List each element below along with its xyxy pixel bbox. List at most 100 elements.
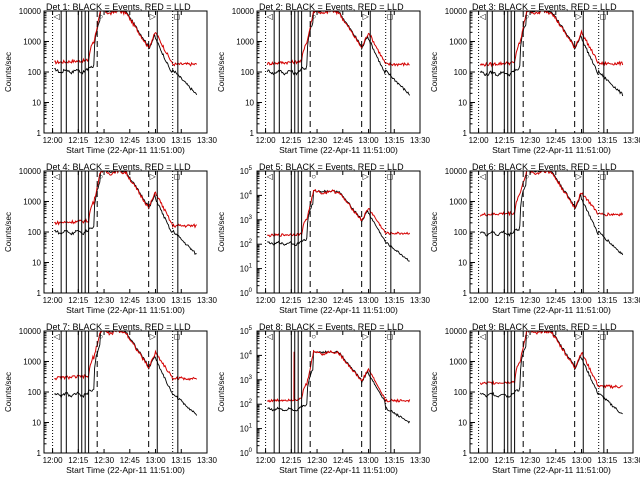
x-tick-label: 12:45	[546, 136, 567, 145]
x-tick-label: 13:15	[597, 296, 618, 305]
panel-title: Det 8: BLACK = Events, RED = LLD	[259, 322, 404, 332]
y-axis-label: Counts/sec	[430, 372, 439, 412]
x-tick-label: 12:30	[94, 136, 115, 145]
plot-frame	[256, 170, 421, 294]
x-axis-label: Start Time (22-Apr-11 11:51:00)	[279, 465, 398, 475]
y-axis-label: Counts/sec	[217, 372, 226, 412]
y-tick-label: 10	[32, 419, 41, 428]
panel-title: Det 5: BLACK = Events, RED = LLD	[259, 162, 404, 172]
detector-panel-1: Det 1: BLACK = Events, RED = LLD◁ ○ ▷ ◻ 12:0…	[4, 2, 218, 155]
y-tick-label: 10000	[445, 7, 468, 16]
y-tick-label: 102	[240, 239, 253, 249]
y-tick-label: 1	[37, 129, 42, 138]
top-marker-symbol: ◁	[267, 12, 274, 21]
y-tick-label: 10000	[19, 327, 42, 336]
x-tick-label: 13:00	[572, 136, 593, 145]
y-tick-label: 1	[250, 129, 255, 138]
top-marker-symbol: ◻	[600, 12, 607, 21]
x-tick-label: 12:30	[520, 456, 541, 465]
y-tick-label: 100	[241, 68, 255, 77]
x-tick-label: 12:45	[120, 296, 141, 305]
x-tick-label: 12:15	[68, 456, 89, 465]
top-marker-symbol: ▷	[150, 12, 157, 21]
y-tick-label: 1	[37, 289, 42, 298]
x-tick-label: 12:30	[520, 296, 541, 305]
top-marker-symbol: ○	[98, 12, 103, 21]
y-tick-label: 1	[463, 129, 468, 138]
x-tick-label: 12:45	[120, 136, 141, 145]
detector-panel-6: Det 6: BLACK = Events, RED = LLD◁ ○ ▷ ◻ 12:0…	[430, 162, 640, 315]
y-tick-label: 103	[240, 215, 253, 225]
x-tick-label: 12:30	[307, 456, 328, 465]
x-tick-label: 13:30	[410, 296, 431, 305]
top-marker-symbol: ○	[311, 12, 316, 21]
y-tick-label: 1000	[236, 38, 254, 47]
x-tick-label: 13:15	[171, 136, 192, 145]
x-tick-label: 13:00	[572, 296, 593, 305]
x-tick-label: 13:30	[197, 296, 218, 305]
y-tick-label: 10	[458, 259, 467, 268]
y-tick-label: 1000	[23, 358, 41, 367]
x-axis-label: Start Time (22-Apr-11 11:51:00)	[66, 465, 185, 475]
y-tick-label: 104	[240, 350, 253, 360]
x-tick-label: 13:00	[146, 456, 167, 465]
top-marker-symbol: ▷	[363, 332, 370, 341]
top-marker-symbol: ○	[311, 332, 316, 341]
x-tick-label: 13:30	[410, 456, 431, 465]
y-tick-label: 1	[463, 449, 468, 458]
top-marker-symbol: ◻	[174, 12, 181, 21]
x-tick-label: 13:30	[623, 296, 640, 305]
y-tick-label: 10	[245, 99, 254, 108]
x-tick-label: 12:30	[94, 296, 115, 305]
y-axis-label: Counts/sec	[4, 212, 13, 252]
plot-frame	[256, 330, 421, 454]
panel-title: Det 9: BLACK = Events, RED = LLD	[472, 322, 617, 332]
panel-title: Det 7: BLACK = Events, RED = LLD	[46, 322, 191, 332]
top-marker-symbol: ▷	[363, 12, 370, 21]
x-tick-label: 12:45	[333, 456, 354, 465]
y-tick-label: 100	[454, 68, 468, 77]
x-tick-label: 12:00	[43, 296, 64, 305]
x-tick-label: 12:00	[469, 296, 490, 305]
top-marker-symbol: ▷	[150, 172, 157, 181]
x-axis-label: Start Time (22-Apr-11 11:51:00)	[66, 305, 185, 315]
x-tick-label: 12:45	[333, 136, 354, 145]
y-tick-label: 101	[240, 264, 253, 274]
x-tick-label: 13:15	[384, 456, 405, 465]
y-tick-label: 1000	[449, 198, 467, 207]
lld-series-line	[267, 188, 411, 238]
x-tick-label: 12:00	[43, 456, 64, 465]
top-marker-symbol: ▷	[576, 12, 583, 21]
events-series-line	[54, 11, 198, 96]
top-marker-symbol: ▷	[150, 332, 157, 341]
x-tick-label: 12:15	[68, 296, 89, 305]
x-tick-label: 13:30	[197, 136, 218, 145]
plot-frame	[469, 330, 634, 454]
x-axis-label: Start Time (22-Apr-11 11:51:00)	[279, 305, 398, 315]
top-marker-symbol: ▷	[576, 332, 583, 341]
top-marker-symbol: ○	[311, 172, 316, 181]
detector-panel-5: Det 5: BLACK = Events, RED = LLD◁ ○ ▷ ◻ 12:0…	[217, 162, 431, 315]
top-marker-symbol: ◁	[54, 172, 61, 181]
x-tick-label: 13:30	[197, 456, 218, 465]
x-tick-label: 12:00	[469, 136, 490, 145]
y-tick-label: 104	[240, 190, 253, 200]
x-tick-label: 12:30	[307, 296, 328, 305]
x-tick-label: 12:00	[256, 456, 277, 465]
events-series-line	[267, 349, 411, 424]
plot-frame	[43, 10, 208, 134]
top-marker-symbol: ◻	[600, 172, 607, 181]
x-tick-label: 12:00	[469, 456, 490, 465]
y-tick-label: 1000	[23, 198, 41, 207]
x-tick-label: 12:30	[520, 136, 541, 145]
top-marker-symbol: ◁	[267, 172, 274, 181]
x-axis-label: Start Time (22-Apr-11 11:51:00)	[66, 145, 185, 155]
x-axis-label: Start Time (22-Apr-11 11:51:00)	[492, 465, 611, 475]
y-tick-label: 100	[28, 228, 42, 237]
top-marker-symbol: ○	[524, 332, 529, 341]
y-tick-label: 103	[240, 375, 253, 385]
panel-title: Det 1: BLACK = Events, RED = LLD	[46, 2, 191, 12]
top-marker-symbol: ◻	[387, 172, 394, 181]
